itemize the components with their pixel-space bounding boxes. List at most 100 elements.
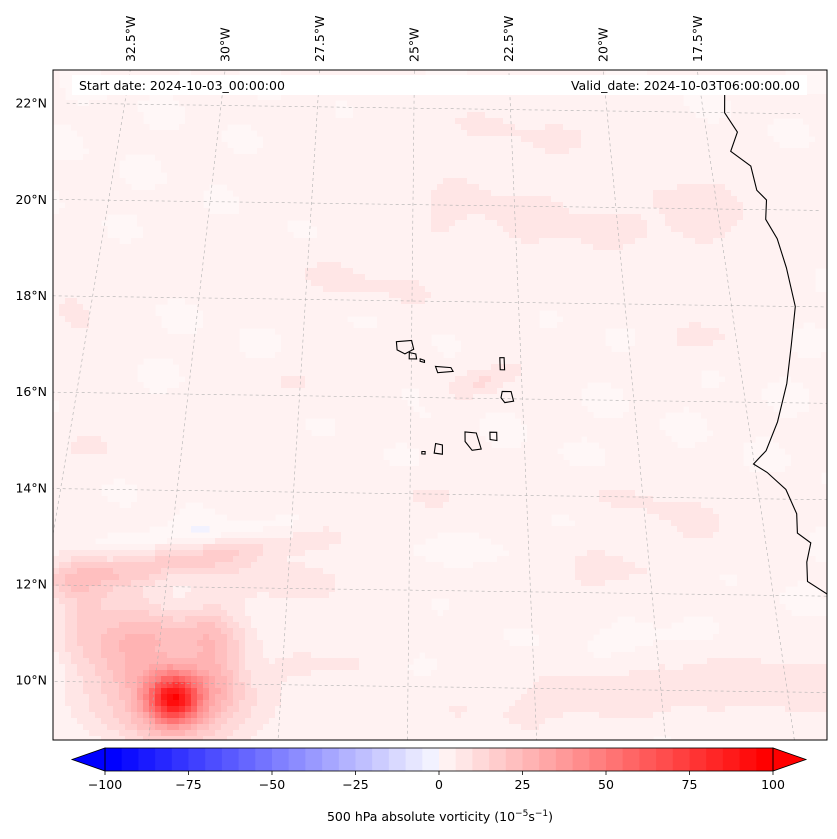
- field-cell: [497, 232, 504, 239]
- field-cell: [455, 250, 462, 257]
- field-cell: [311, 322, 318, 329]
- field-cell: [611, 148, 618, 155]
- field-cell: [767, 148, 774, 155]
- field-cell: [527, 310, 534, 317]
- field-cell: [509, 166, 516, 173]
- field-cell: [455, 262, 462, 269]
- field-cell: [629, 280, 636, 287]
- field-cell: [323, 238, 330, 245]
- field-cell: [275, 280, 282, 287]
- field-cell: [509, 304, 516, 311]
- field-cell: [209, 154, 216, 161]
- field-cell: [137, 286, 144, 293]
- field-cell: [113, 70, 120, 77]
- field-cell: [353, 214, 360, 221]
- field-cell: [521, 298, 528, 305]
- field-cell: [203, 262, 210, 269]
- field-cell: [437, 94, 444, 101]
- field-cell: [557, 214, 564, 221]
- field-cell: [251, 154, 258, 161]
- field-cell: [329, 178, 336, 185]
- field-cell: [239, 244, 246, 251]
- field-cell: [323, 286, 330, 293]
- field-cell: [185, 190, 192, 197]
- field-cell: [743, 256, 750, 263]
- field-cell: [299, 130, 306, 137]
- field-cell: [707, 232, 714, 239]
- field-cell: [59, 298, 66, 305]
- field-cell: [77, 226, 84, 233]
- field-cell: [731, 130, 738, 137]
- field-cell: [437, 190, 444, 197]
- field-cell: [659, 130, 666, 137]
- field-cell: [653, 232, 660, 239]
- field-cell: [239, 286, 246, 293]
- field-cell: [401, 250, 408, 257]
- field-cell: [341, 316, 348, 323]
- field-cell: [431, 136, 438, 143]
- field-cell: [311, 166, 318, 173]
- field-cell: [743, 226, 750, 233]
- field-cell: [485, 292, 492, 299]
- field-cell: [695, 154, 702, 161]
- field-cell: [629, 256, 636, 263]
- field-cell: [419, 196, 426, 203]
- field-cell: [377, 184, 384, 191]
- field-cell: [671, 274, 678, 281]
- field-cell: [575, 202, 582, 209]
- field-cell: [233, 280, 240, 287]
- field-cell: [719, 238, 726, 245]
- field-cell: [659, 112, 666, 119]
- field-cell: [461, 208, 468, 215]
- field-cell: [329, 214, 336, 221]
- field-cell: [779, 172, 786, 179]
- field-cell: [71, 172, 78, 179]
- field-cell: [227, 148, 234, 155]
- field-cell: [167, 226, 174, 233]
- field-cell: [401, 292, 408, 299]
- field-cell: [635, 100, 642, 107]
- field-cell: [695, 262, 702, 269]
- field-cell: [569, 316, 576, 323]
- field-cell: [221, 112, 228, 119]
- field-cell: [245, 322, 252, 329]
- field-cell: [209, 94, 216, 101]
- field-cell: [629, 112, 636, 119]
- field-cell: [83, 196, 90, 203]
- field-cell: [125, 208, 132, 215]
- field-cell: [239, 322, 246, 329]
- field-cell: [197, 112, 204, 119]
- field-cell: [569, 202, 576, 209]
- field-cell: [761, 298, 768, 305]
- field-cell: [227, 280, 234, 287]
- field-cell: [131, 244, 138, 251]
- field-cell: [779, 184, 786, 191]
- field-cell: [461, 172, 468, 179]
- field-cell: [749, 220, 756, 227]
- field-cell: [479, 172, 486, 179]
- field-cell: [215, 130, 222, 137]
- field-cell: [203, 250, 210, 257]
- field-cell: [779, 148, 786, 155]
- field-cell: [569, 94, 576, 101]
- field-cell: [287, 142, 294, 149]
- field-cell: [239, 166, 246, 173]
- field-cell: [695, 226, 702, 233]
- field-cell: [263, 226, 270, 233]
- field-cell: [581, 226, 588, 233]
- field-cell: [407, 148, 414, 155]
- field-cell: [629, 106, 636, 113]
- field-cell: [275, 256, 282, 263]
- field-cell: [503, 70, 510, 77]
- field-cell: [359, 250, 366, 257]
- field-cell: [263, 142, 270, 149]
- field-cell: [785, 262, 792, 269]
- field-cell: [197, 70, 204, 77]
- field-cell: [263, 220, 270, 227]
- field-cell: [695, 304, 702, 311]
- field-cell: [275, 244, 282, 251]
- field-cell: [623, 202, 630, 209]
- field-cell: [755, 292, 762, 299]
- field-cell: [485, 130, 492, 137]
- field-cell: [329, 172, 336, 179]
